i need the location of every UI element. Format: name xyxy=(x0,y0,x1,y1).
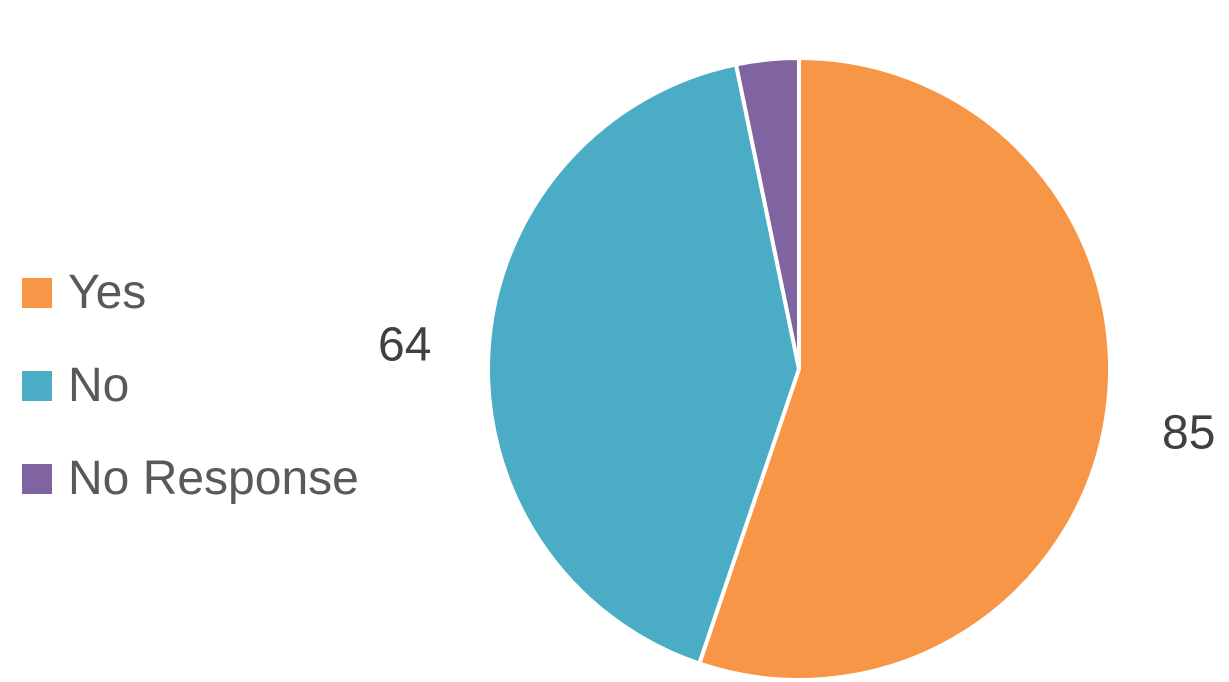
data-label-no: 64 xyxy=(378,318,431,371)
pie-data-labels: 85 64 5 xyxy=(378,0,1215,460)
legend-swatch-yes xyxy=(22,277,52,308)
legend-item-no-response: No Response xyxy=(22,432,359,525)
legend-item-yes: Yes xyxy=(22,246,359,339)
legend-label-no: No xyxy=(68,358,130,412)
pie-slice-no-response xyxy=(733,56,801,371)
pie-slice-yes xyxy=(697,56,1112,682)
data-label-yes: 85 xyxy=(1162,407,1215,460)
pie-slice-no xyxy=(486,62,801,666)
legend-label-no-response: No Response xyxy=(68,451,359,505)
legend: Yes No No Response xyxy=(22,246,359,525)
legend-swatch-no-response xyxy=(22,463,52,494)
legend-label-yes: Yes xyxy=(68,265,147,319)
legend-swatch-no xyxy=(22,370,52,401)
legend-item-no: No xyxy=(22,339,359,432)
data-label-no-response: 5 xyxy=(745,0,772,3)
pie-slices xyxy=(486,56,1112,682)
